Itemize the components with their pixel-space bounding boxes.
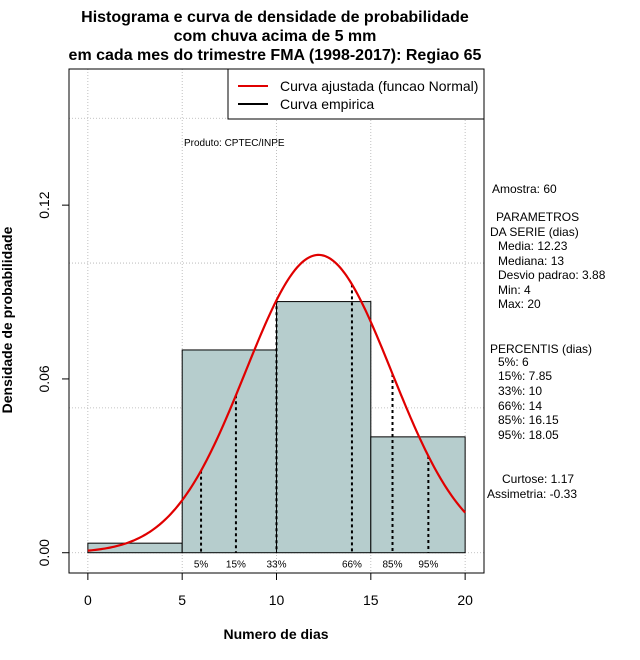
stats-panel: Amostra: 60 PARAMETROS DA SERIE (dias) M… bbox=[487, 182, 606, 501]
x-tick-label: 10 bbox=[269, 592, 285, 608]
percentile-label-66: 66% bbox=[342, 560, 362, 571]
x-tick-label: 20 bbox=[457, 592, 473, 608]
stat-p85: 85%: 16.15 bbox=[498, 413, 559, 427]
stat-max: Max: 20 bbox=[498, 297, 541, 311]
stat-p95: 95%: 18.05 bbox=[498, 428, 559, 442]
y-tick-label: 0.06 bbox=[36, 365, 52, 392]
percentile-label-85: 85% bbox=[383, 560, 403, 571]
y-tick-label: 0.00 bbox=[36, 539, 52, 566]
stat-p33: 33%: 10 bbox=[498, 384, 542, 398]
histogram-bar-3 bbox=[276, 301, 372, 554]
curves bbox=[87, 253, 466, 552]
legend-normal-label: Curva ajustada (funcao Normal) bbox=[280, 78, 478, 94]
stat-media: Media: 12.23 bbox=[498, 239, 568, 253]
y-tick-label: 0.12 bbox=[36, 191, 52, 218]
stat-parametros-sub: DA SERIE (dias) bbox=[490, 225, 579, 239]
stat-assimetria: Assimetria: -0.33 bbox=[487, 487, 577, 501]
legend-box bbox=[227, 68, 485, 120]
stat-p15: 15%: 7.85 bbox=[498, 369, 552, 383]
histogram-bar-2 bbox=[181, 349, 278, 554]
stat-curtose: Curtose: 1.17 bbox=[502, 472, 574, 486]
x-axis-label: Numero de dias bbox=[223, 626, 328, 642]
chart-title-line-1: Histograma e curva de densidade de proba… bbox=[81, 9, 469, 26]
stat-percentis-title: PERCENTIS (dias) bbox=[490, 342, 592, 356]
percentile-label-15: 15% bbox=[226, 560, 246, 571]
stat-amostra: Amostra: 60 bbox=[492, 182, 557, 196]
legend-empirical-label: Curva empirica bbox=[280, 96, 374, 112]
stat-p66: 66%: 14 bbox=[498, 399, 542, 413]
histogram-bar-4 bbox=[370, 436, 466, 554]
chart-title-line-2: com chuva acima de 5 mm bbox=[174, 28, 377, 45]
x-tick-label: 15 bbox=[363, 592, 379, 608]
chart-title-line-3: em cada mes do trimestre FMA (1998-2017)… bbox=[69, 47, 482, 64]
legend: Curva ajustada (funcao Normal) Curva emp… bbox=[227, 68, 485, 120]
histogram-bars bbox=[87, 301, 466, 554]
stat-mediana: Mediana: 13 bbox=[498, 254, 564, 268]
x-tick-label: 0 bbox=[84, 592, 92, 608]
percentile-label-95: 95% bbox=[418, 560, 438, 571]
y-axis-label: Densidade de probabilidade bbox=[0, 226, 15, 413]
percentile-label-5: 5% bbox=[194, 560, 209, 571]
product-annotation: Produto: CPTEC/INPE bbox=[184, 138, 285, 149]
stat-parametros-title: PARAMETROS bbox=[496, 210, 579, 224]
stat-min: Min: 4 bbox=[498, 283, 531, 297]
x-tick-label: 5 bbox=[178, 592, 186, 608]
percentile-label-33: 33% bbox=[266, 560, 286, 571]
normal-curve bbox=[87, 253, 466, 552]
stat-p5: 5%: 6 bbox=[498, 355, 529, 369]
axes: 0 5 10 15 20 0.00 0.06 0.12 bbox=[36, 191, 473, 608]
percentile-lines: 5% 15% 33% 66% 85% 95% bbox=[194, 284, 438, 571]
stat-desvio: Desvio padrao: 3.88 bbox=[498, 268, 606, 282]
